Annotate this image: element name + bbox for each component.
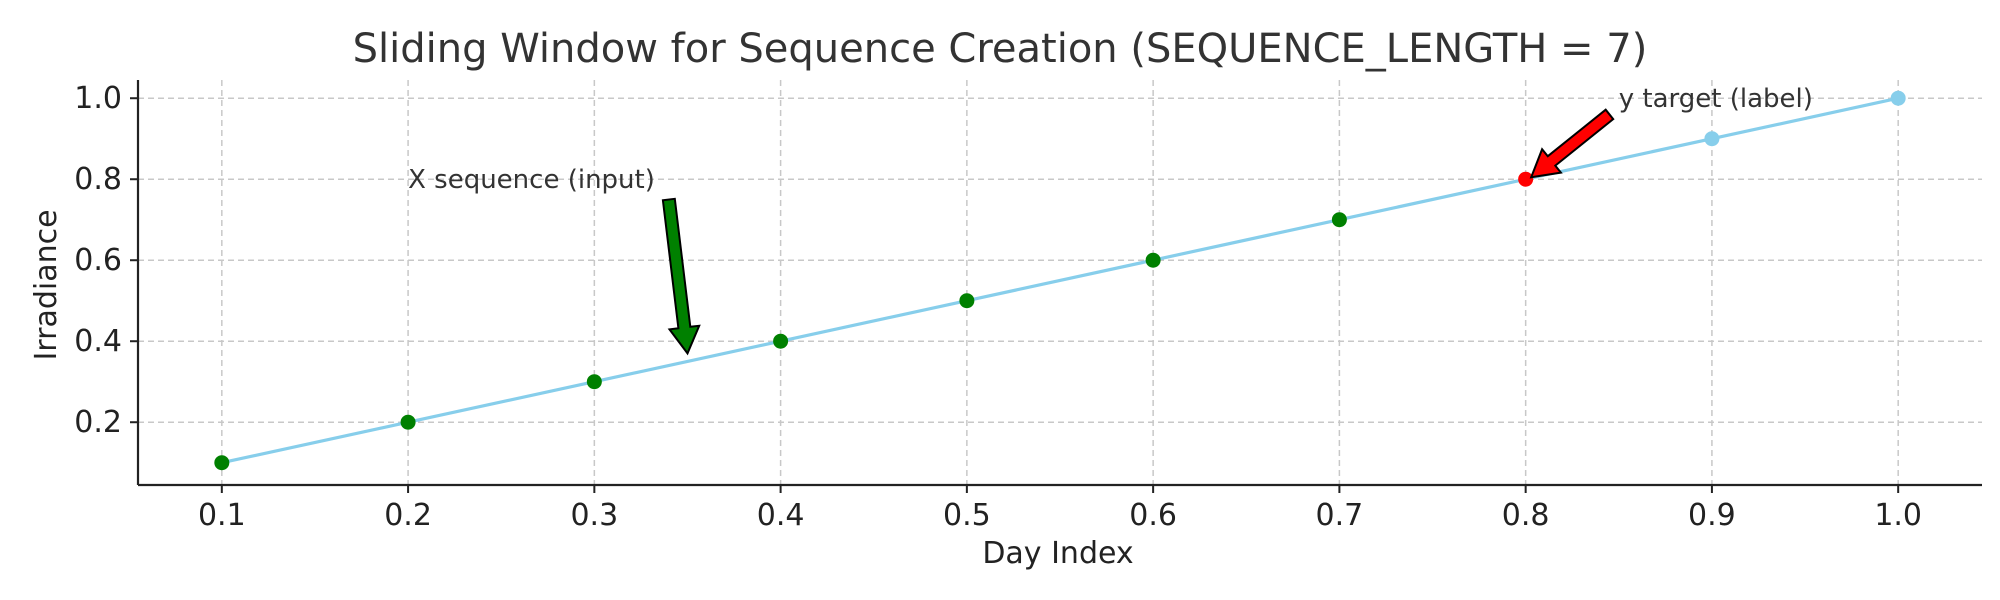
x-tick-label: 1.0 xyxy=(1874,498,1922,533)
input-data-point xyxy=(586,374,602,390)
input-data-point xyxy=(959,293,975,309)
series-line xyxy=(221,96,1899,465)
grid xyxy=(138,80,1982,485)
input-data-point xyxy=(773,333,789,349)
y-axis-label: Irradiance xyxy=(29,209,64,360)
x-tick-label: 0.4 xyxy=(757,498,805,533)
input-data-point xyxy=(1145,252,1161,268)
x-tick-label: 0.5 xyxy=(943,498,991,533)
x-tick-label: 0.1 xyxy=(198,498,246,533)
y-tick-label: 1.0 xyxy=(74,81,122,116)
y-tick-label: 0.8 xyxy=(74,162,122,197)
input-annotation-label: X sequence (input) xyxy=(408,165,655,195)
y-tick-label: 0.4 xyxy=(74,324,122,359)
input-data-point xyxy=(214,455,230,471)
data-point xyxy=(1890,90,1906,106)
x-tick-label: 0.2 xyxy=(384,498,432,533)
y-tick-label: 0.2 xyxy=(74,405,122,440)
x-tick-label: 0.9 xyxy=(1688,498,1736,533)
x-axis-label: Day Index xyxy=(982,536,1133,571)
input-arrow xyxy=(661,197,701,356)
annotations: X sequence (input) y target (label) xyxy=(408,84,1813,356)
tick-labels: 0.1 0.2 0.3 0.4 0.5 0.6 0.7 0.8 0.9 1.0 0.2 0.4 0.6 0… xyxy=(74,81,1922,533)
axes xyxy=(130,80,1982,493)
data-point xyxy=(1704,131,1720,147)
chart-title: Sliding Window for Sequence Creation (SE… xyxy=(353,26,1648,72)
data-series xyxy=(214,90,1906,471)
input-data-point xyxy=(1331,212,1347,228)
y-tick-label: 0.6 xyxy=(74,243,122,278)
input-data-point xyxy=(400,414,416,430)
x-tick-label: 0.7 xyxy=(1316,498,1364,533)
x-tick-label: 0.6 xyxy=(1129,498,1177,533)
x-tick-label: 0.8 xyxy=(1502,498,1550,533)
target-annotation-label: y target (label) xyxy=(1619,84,1813,114)
x-tick-label: 0.3 xyxy=(570,498,618,533)
target-data-point xyxy=(1518,171,1534,187)
target-arrow xyxy=(1529,108,1615,179)
